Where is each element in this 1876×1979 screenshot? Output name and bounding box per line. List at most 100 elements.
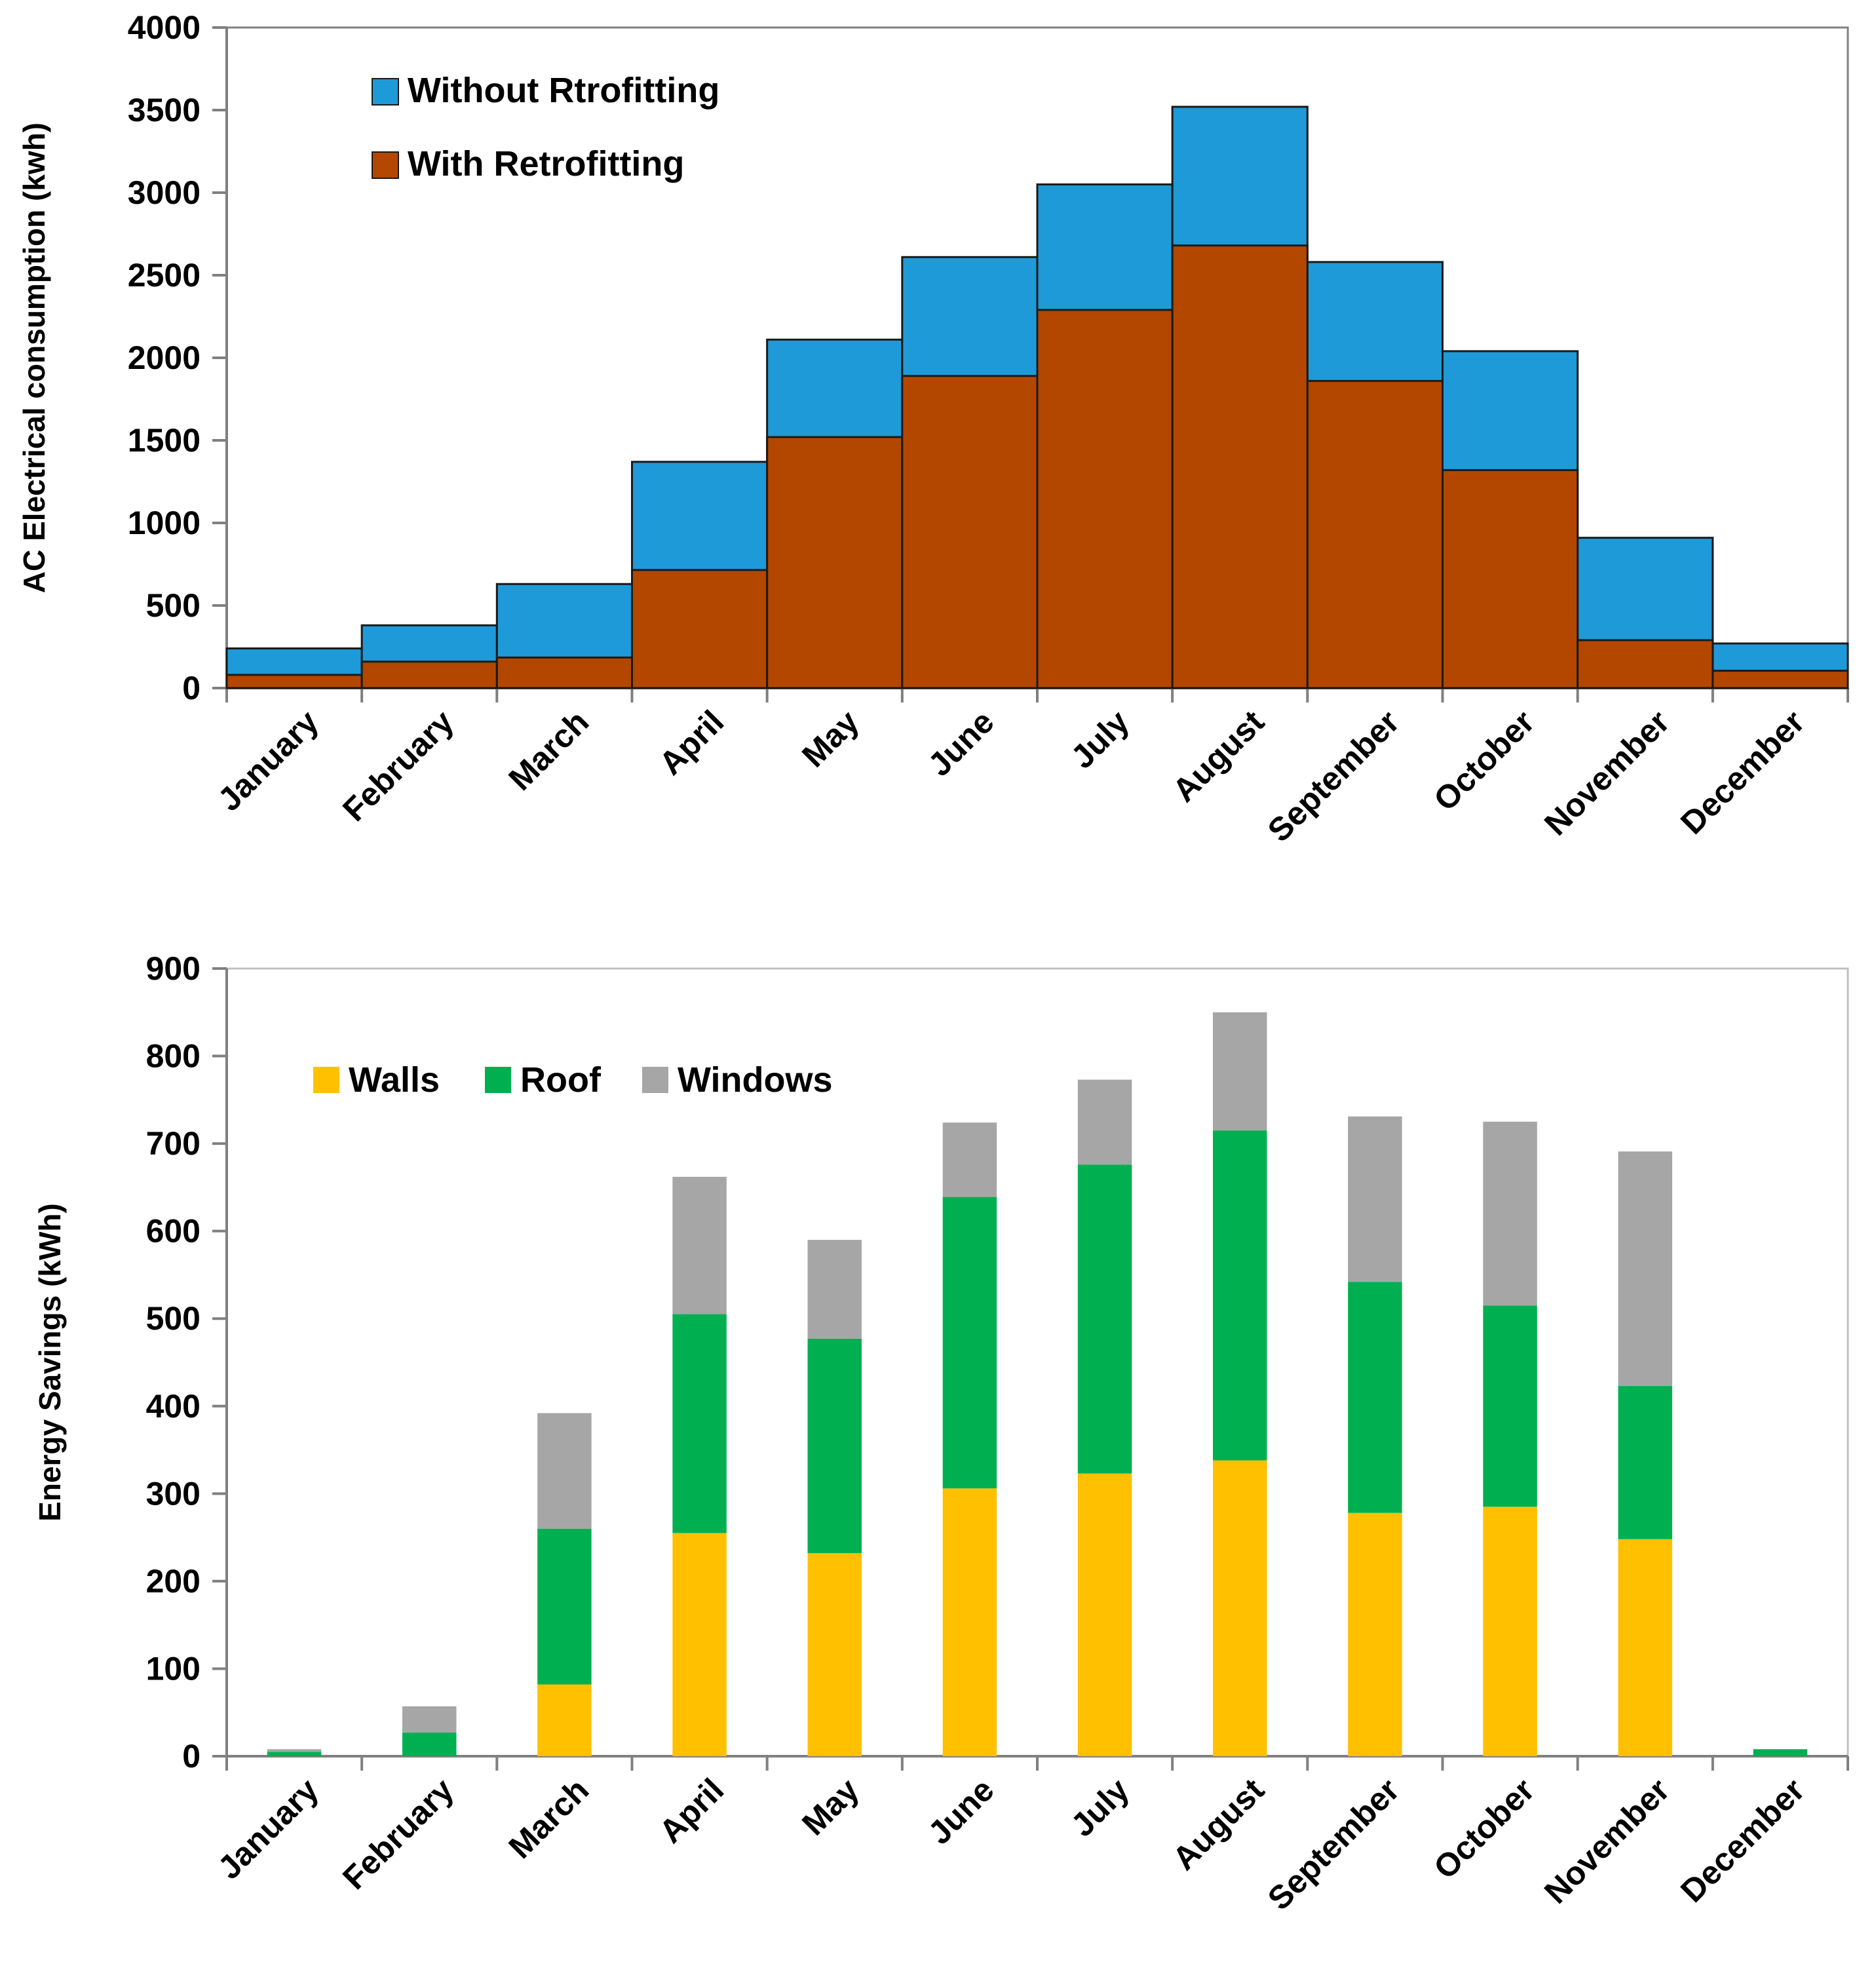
x-tick-label-december: December <box>1674 1771 1812 1910</box>
bar-roof-july <box>1078 1164 1132 1473</box>
bar-walls-july <box>1078 1474 1132 1756</box>
bar-walls-august <box>1213 1461 1267 1756</box>
x-tick-label-december: December <box>1674 703 1812 841</box>
y-tick-label-200: 200 <box>146 1563 201 1600</box>
x-tick-label-may: May <box>795 703 866 775</box>
bar-roof-february <box>402 1733 456 1756</box>
bar-roof-april <box>672 1315 726 1533</box>
bar-windows-june <box>943 1123 997 1197</box>
bar-with-retrofitting-march <box>497 657 632 688</box>
x-tick-label-february: February <box>335 703 461 828</box>
x-tick-label-june: June <box>921 1771 1001 1851</box>
y-tick-label-600: 600 <box>146 1213 201 1250</box>
bar-roof-november <box>1618 1386 1672 1539</box>
bar-with-retrofitting-october <box>1443 470 1578 688</box>
consumption-chart: 0 500 1000 1500 2000 2500 3000 3500 4000 AC Elect… <box>0 0 1876 911</box>
bar-with-retrofitting-april <box>632 570 767 688</box>
bar-with-retrofitting-june <box>902 376 1037 688</box>
x-tick-label-july: July <box>1064 1771 1136 1843</box>
x-tick-label-november: November <box>1537 1771 1677 1911</box>
x-tick-label-july: July <box>1064 703 1136 775</box>
y-axis-title: AC Electrical consumption (kwh) <box>17 123 51 593</box>
bar-windows-april <box>672 1177 726 1315</box>
y-tick-label-0: 0 <box>182 1738 201 1775</box>
bar-with-retrofitting-may <box>767 437 902 688</box>
y-tick-label-2500: 2500 <box>128 257 201 294</box>
legend-label-windows: Windows <box>678 1060 833 1100</box>
bar-roof-may <box>808 1339 862 1553</box>
y-tick-label-3500: 3500 <box>128 92 201 128</box>
x-tick-label-november: November <box>1537 703 1677 843</box>
bar-windows-may <box>808 1240 862 1339</box>
bar-windows-october <box>1483 1122 1537 1305</box>
bar-with-retrofitting-august <box>1172 246 1307 688</box>
bar-windows-september <box>1348 1117 1402 1282</box>
bar-windows-february <box>402 1706 456 1733</box>
y-tick-label-4000: 4000 <box>128 9 201 46</box>
x-tick-label-june: June <box>921 703 1001 783</box>
x-tick-label-september: September <box>1261 703 1406 849</box>
y-tick-label-3000: 3000 <box>128 174 201 211</box>
legend-swatch-roof <box>485 1067 511 1093</box>
bar-windows-august <box>1213 1012 1267 1130</box>
legend-label-with-retrofitting: With Retrofitting <box>408 144 684 183</box>
bar-with-retrofitting-january <box>227 675 362 688</box>
bar-roof-october <box>1483 1305 1537 1507</box>
bar-windows-november <box>1618 1151 1672 1386</box>
bar-with-retrofitting-november <box>1578 640 1713 688</box>
x-tick-label-january: January <box>211 703 326 818</box>
x-tick-label-may: May <box>795 1771 866 1843</box>
bar-walls-may <box>808 1553 862 1756</box>
bar-with-retrofitting-september <box>1307 381 1442 688</box>
bar-roof-march <box>537 1529 591 1685</box>
y-axis-title: Energy Savings (kWh) <box>33 1203 67 1522</box>
bar-roof-june <box>943 1197 997 1489</box>
y-tick-label-1500: 1500 <box>128 422 201 459</box>
x-tick-label-august: August <box>1166 703 1272 809</box>
bar-windows-july <box>1078 1080 1132 1165</box>
x-tick-label-october: October <box>1426 1771 1541 1886</box>
y-tick-label-500: 500 <box>146 587 201 624</box>
legend-label-without-rtrofitting: Without Rtrofitting <box>408 71 719 110</box>
x-tick-label-april: April <box>652 1771 731 1850</box>
x-tick-label-october: October <box>1426 703 1541 818</box>
x-tick-label-september: September <box>1261 1771 1406 1917</box>
y-tick-label-900: 900 <box>146 950 201 987</box>
y-tick-label-100: 100 <box>146 1650 201 1687</box>
y-tick-label-0: 0 <box>182 670 201 706</box>
bar-with-retrofitting-february <box>362 662 497 688</box>
legend-label-walls: Walls <box>349 1060 440 1100</box>
y-tick-label-2000: 2000 <box>128 339 201 376</box>
x-tick-label-march: March <box>501 1771 596 1866</box>
bar-windows-march <box>537 1413 591 1528</box>
y-tick-label-800: 800 <box>146 1038 201 1075</box>
y-tick-label-700: 700 <box>146 1125 201 1162</box>
y-tick-label-1000: 1000 <box>128 505 201 541</box>
y-tick-label-300: 300 <box>146 1475 201 1512</box>
legend-swatch-without-rtrofitting <box>372 79 398 105</box>
y-tick-label-500: 500 <box>146 1300 201 1337</box>
legend-label-roof: Roof <box>520 1060 602 1100</box>
bar-walls-march <box>537 1684 591 1756</box>
bar-walls-june <box>943 1488 997 1756</box>
legend-swatch-with-retrofitting <box>372 152 398 178</box>
bar-walls-october <box>1483 1507 1537 1756</box>
y-tick-label-400: 400 <box>146 1388 201 1425</box>
x-tick-label-april: April <box>652 703 731 782</box>
bar-with-retrofitting-july <box>1037 310 1172 688</box>
bar-walls-september <box>1348 1513 1402 1756</box>
x-tick-label-january: January <box>211 1771 326 1886</box>
legend-swatch-walls <box>313 1067 339 1093</box>
x-tick-label-february: February <box>335 1771 461 1896</box>
plot-area-border <box>227 969 1848 1756</box>
bar-roof-december <box>1753 1749 1807 1756</box>
bar-walls-april <box>672 1533 726 1756</box>
bar-roof-january <box>267 1752 321 1756</box>
bar-walls-november <box>1618 1539 1672 1756</box>
x-tick-label-march: March <box>501 703 596 797</box>
bar-windows-january <box>267 1749 321 1752</box>
legend-swatch-windows <box>642 1067 668 1093</box>
bar-roof-september <box>1348 1282 1402 1513</box>
bar-with-retrofitting-december <box>1713 671 1848 688</box>
bar-roof-august <box>1213 1130 1267 1461</box>
